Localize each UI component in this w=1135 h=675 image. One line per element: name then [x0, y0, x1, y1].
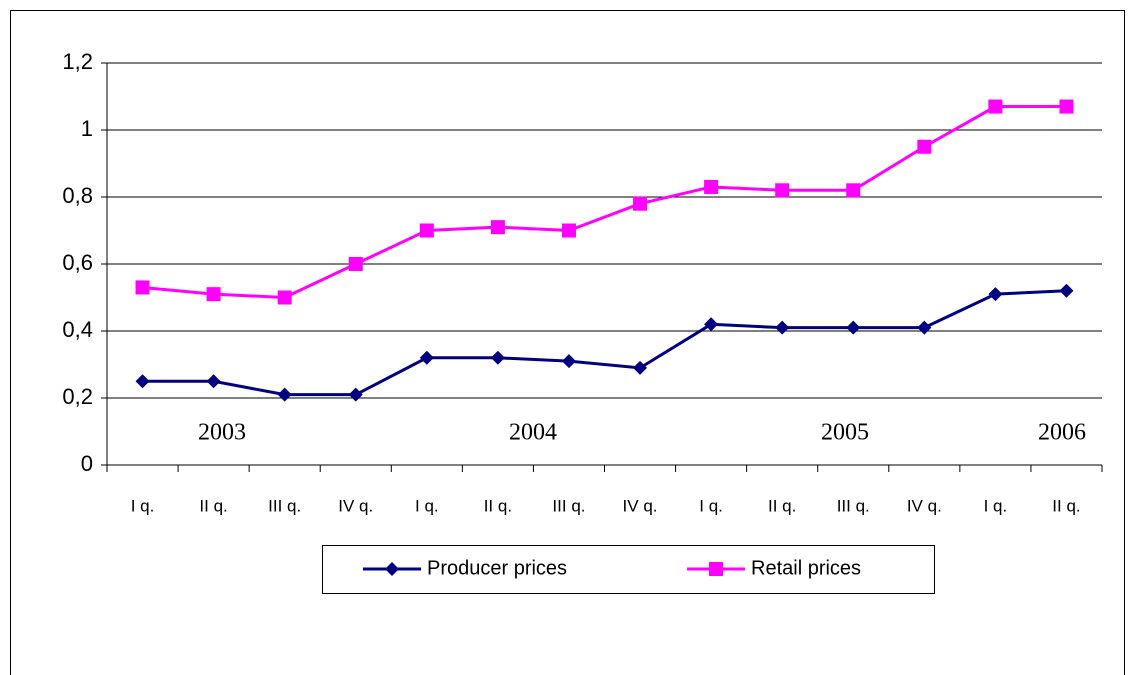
x-tick-label: IV q.: [907, 496, 942, 515]
x-tick-label: I q.: [699, 496, 723, 515]
point: [561, 354, 576, 369]
point: [561, 223, 576, 238]
y-tick-label: 0,4: [62, 317, 93, 342]
point: [633, 196, 648, 211]
point: [917, 139, 932, 154]
point: [277, 387, 292, 402]
point: [490, 220, 505, 235]
year-label: 2004: [509, 420, 557, 446]
y-tick-label: 0,2: [62, 384, 93, 409]
point: [490, 350, 505, 365]
point: [419, 350, 434, 365]
legend-marker: [385, 562, 399, 576]
point: [419, 223, 434, 238]
point: [775, 320, 790, 335]
y-tick-label: 0,6: [62, 250, 93, 275]
year-label: 2005: [821, 420, 869, 446]
point: [277, 290, 292, 305]
x-tick-label: IV q.: [623, 496, 658, 515]
y-tick-label: 1,2: [62, 49, 93, 74]
point: [846, 320, 861, 335]
point: [846, 183, 861, 198]
x-tick-label: III q.: [268, 496, 301, 515]
point: [917, 320, 932, 335]
year-label: 2003: [198, 420, 246, 446]
x-tick-label: III q.: [837, 496, 870, 515]
series-line: [142, 105, 1067, 300]
point: [206, 287, 221, 302]
legend-label: Producer prices: [427, 557, 567, 579]
series-line: [142, 289, 1067, 397]
legend-box: [322, 545, 935, 594]
x-tick-label: I q.: [984, 496, 1008, 515]
legend-marker: [709, 562, 723, 576]
point: [775, 183, 790, 198]
point: [206, 374, 221, 389]
point: [988, 99, 1003, 114]
x-tick-label: II q.: [484, 496, 512, 515]
point: [348, 387, 363, 402]
x-tick-label: I q.: [131, 496, 155, 515]
point: [704, 179, 719, 194]
y-tick-label: 0: [81, 451, 93, 476]
point: [988, 287, 1003, 302]
x-tick-label: II q.: [199, 496, 227, 515]
point: [1059, 99, 1074, 114]
y-tick-label: 0,8: [62, 183, 93, 208]
point: [1059, 283, 1074, 298]
point: [135, 374, 150, 389]
chart-border: [10, 10, 1125, 675]
y-tick-label: 1: [81, 116, 93, 141]
x-tick-label: II q.: [768, 496, 796, 515]
point: [633, 360, 648, 375]
year-label: 2006: [1038, 420, 1086, 446]
x-tick-label: II q.: [1052, 496, 1080, 515]
point: [135, 280, 150, 295]
legend-label: Retail prices: [751, 557, 861, 579]
point: [704, 317, 719, 332]
x-tick-label: IV q.: [338, 496, 373, 515]
point: [348, 257, 363, 271]
x-tick-label: I q.: [415, 496, 439, 515]
x-tick-label: III q.: [552, 496, 585, 515]
